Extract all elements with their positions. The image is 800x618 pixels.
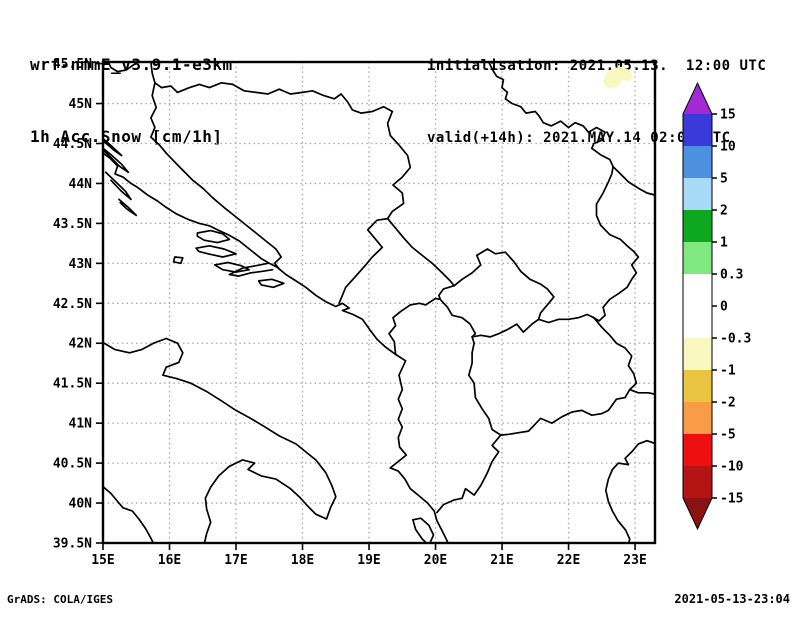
colorbar-segment bbox=[683, 114, 712, 146]
border-macedonia-north bbox=[471, 313, 595, 354]
coast-italy-tyrrhenian bbox=[103, 485, 155, 543]
x-tick-label: 18E bbox=[291, 553, 314, 568]
colorbar-label: -10 bbox=[720, 460, 744, 475]
variable-title: 1h Acc.Snow [cm/1h] bbox=[30, 127, 223, 146]
colorbar-segment bbox=[683, 146, 712, 178]
coast-aegean-thermaic-gulf bbox=[604, 439, 655, 543]
y-tick-label: 45.5N bbox=[53, 57, 92, 72]
island-hvar bbox=[195, 244, 237, 258]
island-korcula bbox=[213, 261, 251, 273]
colorbar-label: 0.3 bbox=[720, 268, 743, 283]
colorbar-label: -5 bbox=[720, 428, 736, 443]
y-tick-label: 43.5N bbox=[53, 217, 92, 232]
border-kosovo-serbia bbox=[453, 248, 555, 321]
y-tick-label: 42N bbox=[69, 337, 93, 352]
graticule bbox=[103, 62, 655, 543]
colorbar-segment bbox=[683, 402, 712, 434]
border-slovenia-fragment bbox=[107, 62, 141, 73]
axes: 45.5N 45N 44.5N 44N 43.5N 43N 42.5N 42N 41.5N 41N… bbox=[53, 57, 647, 568]
island-corfu bbox=[412, 517, 435, 543]
colorbar-label: -15 bbox=[720, 492, 743, 507]
x-tick-label: 20E bbox=[424, 553, 447, 568]
colorbar-segment bbox=[683, 434, 712, 466]
y-tick-label: 44.5N bbox=[53, 137, 92, 152]
island-mljet bbox=[257, 278, 285, 289]
border-montenegro-serbia bbox=[386, 217, 456, 287]
grads-credit: GrADS: COLA/IGES bbox=[7, 593, 113, 606]
border-greece-north bbox=[436, 388, 631, 514]
colorbar-bottom-triangle bbox=[683, 498, 712, 529]
colorbar-label: 15 bbox=[720, 108, 736, 123]
colorbar-segment bbox=[683, 178, 712, 210]
x-tick-label: 23E bbox=[623, 553, 646, 568]
island-dugi-otok bbox=[104, 171, 132, 201]
peninsula-peljesac bbox=[228, 262, 274, 277]
colorbar-label: -2 bbox=[720, 396, 736, 411]
y-tick-label: 40N bbox=[69, 497, 93, 512]
y-tick-label: 41N bbox=[69, 417, 93, 432]
border-serbia-bulgaria bbox=[592, 165, 640, 322]
creation-timestamp: 2021-05-13-23:04 bbox=[674, 592, 790, 606]
border-albania-macedonia bbox=[467, 351, 502, 436]
model-title: wrf-nmmE_v3.9.1-e3km bbox=[30, 55, 233, 74]
colorbar-segment bbox=[683, 210, 712, 242]
border-danube-serbia-romania bbox=[487, 62, 655, 196]
map-lines bbox=[103, 62, 655, 543]
island-brac bbox=[196, 229, 231, 244]
colorbar-label: -0.3 bbox=[720, 332, 751, 347]
border-croatia-bosnia-north bbox=[150, 62, 394, 114]
map-layer bbox=[103, 62, 655, 543]
island-vis bbox=[172, 256, 184, 265]
colorbar-label: -1 bbox=[720, 364, 736, 379]
x-tick-label: 16E bbox=[158, 553, 181, 568]
y-tick-label: 43N bbox=[69, 257, 93, 272]
x-tick-label: 19E bbox=[357, 553, 380, 568]
colorbar-segment bbox=[683, 242, 712, 274]
colorbar-segment bbox=[683, 338, 712, 370]
border-albania-north bbox=[388, 297, 477, 356]
y-tick-label: 45N bbox=[69, 97, 93, 112]
x-tick-label: 21E bbox=[490, 553, 513, 568]
colorbar-label: 10 bbox=[720, 140, 736, 155]
colorbar: 15 10 5 2 1 0.3 0 -0.3 -1 -2 -5 -10 -15 bbox=[682, 81, 751, 531]
colorbar-top-triangle bbox=[683, 83, 712, 114]
y-tick-label: 44N bbox=[69, 177, 93, 192]
coast-adriatic-east bbox=[103, 152, 449, 543]
border-drina-bosnia-serbia bbox=[338, 110, 412, 305]
colorbar-segment bbox=[683, 274, 712, 306]
colorbar-label: 1 bbox=[720, 236, 728, 251]
border-macedonia-bulgaria bbox=[592, 316, 655, 396]
x-tick-label: 22E bbox=[557, 553, 580, 568]
border-croatia-bosnia-west bbox=[150, 81, 283, 270]
y-tick-label: 41.5N bbox=[53, 377, 92, 392]
island-pag-a bbox=[103, 137, 123, 157]
colorbar-label: 5 bbox=[720, 172, 728, 187]
colorbar-label: 2 bbox=[720, 204, 728, 219]
y-tick-label: 39.5N bbox=[53, 537, 92, 552]
colorbar-segment bbox=[683, 306, 712, 338]
x-tick-label: 15E bbox=[91, 553, 114, 568]
snow-shade-patch bbox=[603, 66, 634, 89]
island-kornati bbox=[118, 198, 138, 217]
border-kosovo-west bbox=[438, 284, 456, 301]
coast-italy-adriatic bbox=[103, 337, 337, 543]
x-tick-label: 17E bbox=[224, 553, 247, 568]
colorbar-label: 0 bbox=[720, 300, 728, 315]
colorbar-segment bbox=[683, 466, 712, 498]
y-tick-label: 40.5N bbox=[53, 457, 92, 472]
colorbar-segment bbox=[683, 370, 712, 402]
title-block: wrf-nmmE_v3.9.1-e3km 1h Acc.Snow [cm/1h] bbox=[30, 5, 233, 197]
island-pag-b bbox=[103, 147, 130, 174]
y-tick-label: 42.5N bbox=[53, 297, 92, 312]
map-frame bbox=[101, 60, 657, 545]
